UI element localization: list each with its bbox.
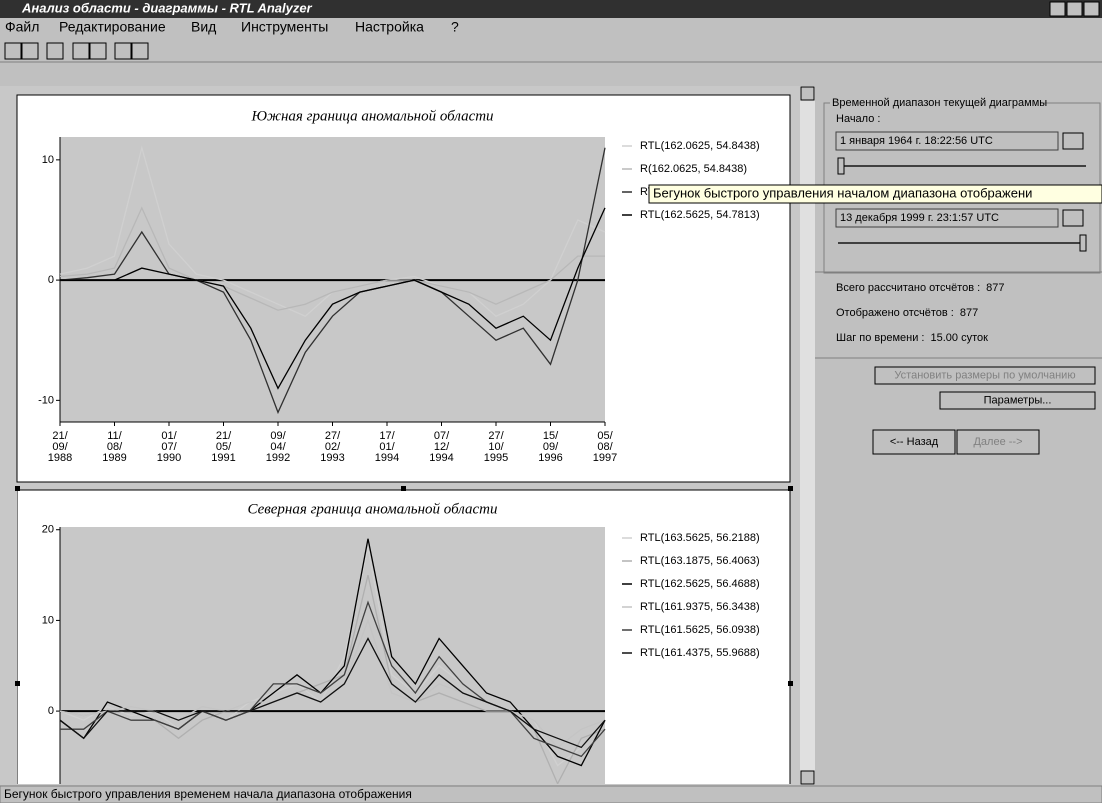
series-line: [59, 147, 606, 415]
start-slider-thumb[interactable]: [837, 157, 845, 175]
start-value: 1 января 1964 г. 18:22:56 UTC: [840, 135, 993, 147]
preview-btn[interactable]: [21, 42, 39, 60]
y-tick-label: 0: [48, 274, 54, 286]
stat-value: 877: [986, 282, 1004, 294]
y-tick-label: 20: [42, 524, 54, 536]
button-label: Далее -->: [973, 436, 1022, 448]
button[interactable]: [939, 391, 1096, 410]
start-label: Начало :: [836, 113, 880, 125]
chart: Южная граница аномальной области -10 0 10 21…: [16, 94, 791, 483]
legend-label: RTL(161.4375, 55.9688): [640, 647, 760, 659]
button-label: Параметры...: [984, 394, 1052, 406]
menu-item[interactable]: Редактирование: [59, 19, 166, 35]
tooltip-box: [648, 184, 1102, 204]
button[interactable]: [874, 366, 1096, 385]
tooltip-text: Бегунок быстрого управления началом диап…: [653, 185, 1032, 200]
y-tick-label: -10: [38, 394, 54, 406]
x-tick-label: 05/08/1997: [593, 430, 617, 464]
chart: Северная граница аномальной области 0 10 20: [17, 489, 791, 784]
y-tick-label: 0: [48, 705, 54, 717]
scroll-up[interactable]: [800, 86, 815, 101]
series-line: [60, 207, 606, 390]
back-btn[interactable]: [72, 42, 90, 60]
stat-value: 15.00 суток: [931, 332, 989, 344]
help-btn[interactable]: [114, 42, 132, 60]
close[interactable]: [1083, 1, 1100, 17]
menu-item[interactable]: Инструменты: [241, 19, 328, 35]
button[interactable]: [872, 429, 956, 455]
menu-item[interactable]: Файл: [5, 19, 39, 35]
x-tick-label: 11/08/1989: [102, 430, 126, 464]
title-bar: [0, 0, 1102, 18]
charts: Южная граница аномальной области -10 0 10 21…: [15, 94, 793, 784]
toolbar: [4, 42, 149, 60]
end-spin[interactable]: [1062, 209, 1084, 227]
x-tick-label: 21/09/1988: [48, 430, 72, 464]
series-line: [59, 538, 606, 767]
window-title: Анализ области - диаграммы - RTL Analyze…: [21, 0, 313, 15]
legend-label: RTL(161.9375, 56.3438): [640, 601, 760, 613]
copy-btn[interactable]: [46, 42, 64, 60]
scroll-down[interactable]: [800, 770, 815, 785]
tooltip: Бегунок быстрого управления началом диап…: [648, 184, 1102, 204]
menu-item[interactable]: Вид: [191, 19, 216, 35]
chart-title: Южная граница аномальной области: [250, 108, 493, 124]
legend-label: RTL(162.0625, 54.8438): [640, 140, 760, 152]
group-title: Временной диапазон текущей диаграммы: [832, 97, 1047, 109]
x-tick-label: 01/07/1990: [157, 430, 181, 464]
x-tick-label: 21/05/1991: [211, 430, 235, 464]
group-title-bg: [830, 97, 1040, 109]
context-help-btn[interactable]: [131, 42, 149, 60]
button-label: Установить размеры по умолчанию: [894, 369, 1075, 381]
stat-label: Всего рассчитано отсчётов :: [836, 282, 980, 294]
stat-label: Отображено отсчётов :: [836, 307, 954, 319]
legend-label: RTL(163.5625, 56.2188): [640, 532, 760, 544]
selection-handle: [15, 486, 20, 491]
stat-value: 877: [960, 307, 978, 319]
selection-handle: [15, 681, 20, 686]
chart-title: Северная граница аномальной области: [247, 501, 497, 517]
x-tick-label: 27/02/1993: [320, 430, 344, 464]
stat-label: Шаг по времени :: [836, 332, 925, 344]
series-line: [60, 600, 606, 758]
start-field[interactable]: [835, 131, 1059, 151]
legend-label: RTL(163.1875, 56.4063): [640, 555, 760, 567]
legend-label: RTL(162.5625, 54.7813): [640, 209, 760, 221]
series-line: [59, 637, 606, 749]
x-tick-label: 09/04/1992: [266, 430, 290, 464]
y-tick-label: 10: [42, 614, 54, 626]
series-line: [59, 206, 605, 311]
scrollbar[interactable]: [800, 86, 815, 785]
y-tick-label: 10: [42, 154, 54, 166]
legend-label: R(162.0625, 54.8438): [640, 163, 747, 175]
x-tick-label: 07/12/1994: [429, 430, 453, 464]
menu-item[interactable]: ?: [451, 19, 459, 35]
x-tick-label: 27/10/1995: [484, 430, 508, 464]
menu-bar: Файл Редактирование Вид Инструменты Настройк…: [5, 19, 459, 35]
status-bar: [0, 785, 1102, 803]
legend-label: RTL(161.5625, 56.0938): [640, 624, 760, 636]
selection-handle: [401, 486, 406, 491]
button-label: <-- Назад: [890, 436, 939, 448]
menu-item[interactable]: Настройка: [355, 19, 424, 35]
x-tick-label: 17/01/1994: [375, 430, 399, 464]
maximize[interactable]: [1066, 1, 1083, 17]
minimize[interactable]: [1049, 1, 1066, 17]
selection-handle: [788, 486, 793, 491]
right-panel: Временной диапазон текущей диаграммы Нач…: [815, 97, 1102, 455]
end-value: 13 декабря 1999 г. 23:1:57 UTC: [840, 212, 999, 224]
button[interactable]: [956, 429, 1040, 455]
print-btn[interactable]: [4, 42, 22, 60]
status-text: Бегунок быстрого управления временем нач…: [4, 787, 412, 801]
plot-area: [60, 527, 605, 784]
end-slider-thumb[interactable]: [1079, 234, 1087, 252]
legend-label: RTL(162.5625, 56.4688): [640, 578, 760, 590]
x-tick-label: 15/09/1996: [538, 430, 562, 464]
start-spin[interactable]: [1062, 132, 1084, 150]
end-field[interactable]: [835, 208, 1059, 228]
selection-handle: [788, 681, 793, 686]
fwd-btn[interactable]: [89, 42, 107, 60]
